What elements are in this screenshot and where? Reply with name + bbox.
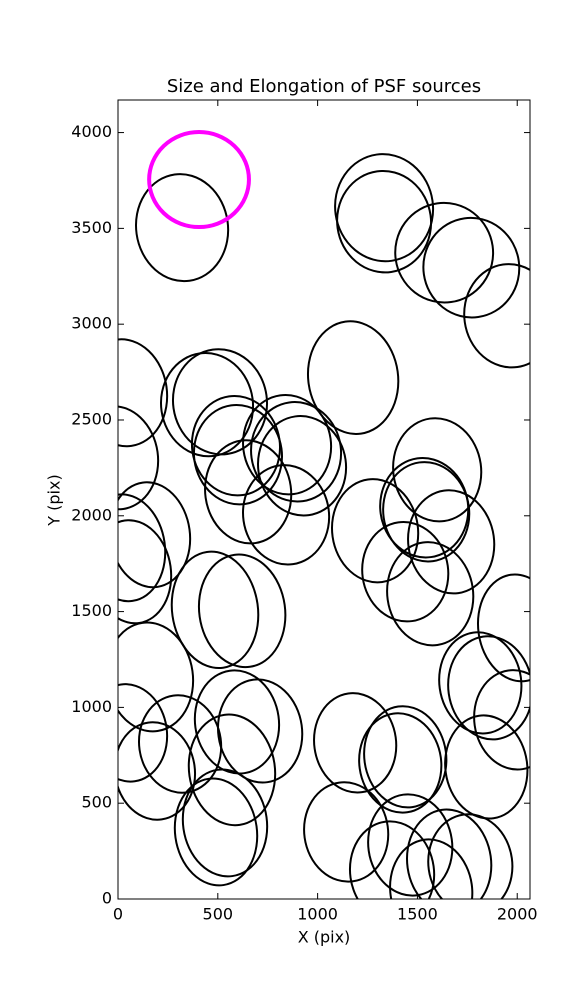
x-tick-label: 500 xyxy=(203,905,234,924)
plot-frame xyxy=(117,99,531,900)
psf-ellipse xyxy=(303,781,390,883)
psf-ellipse xyxy=(197,553,287,669)
psf-ellipse xyxy=(473,669,530,771)
psf-ellipse xyxy=(118,721,197,821)
psf-ellipse xyxy=(250,401,343,503)
y-tick-label: 2000 xyxy=(71,505,112,524)
psf-ellipse xyxy=(447,635,530,741)
y-axis-label: Y (pix) xyxy=(45,474,64,526)
psf-ellipse xyxy=(389,838,474,899)
psf-ellipse xyxy=(476,573,530,683)
chart-title: Size and Elongation of PSF sources xyxy=(167,76,481,97)
y-tick-label: 1500 xyxy=(71,601,112,620)
psf-ellipse xyxy=(427,813,514,899)
psf-ellipse xyxy=(438,631,523,735)
y-tick-label: 0 xyxy=(102,889,112,908)
psf-ellipse xyxy=(394,201,495,304)
psf-ellipse xyxy=(118,481,192,589)
x-axis-label: X (pix) xyxy=(298,928,351,947)
psf-ellipse xyxy=(192,403,284,506)
x-tick-label: 1500 xyxy=(397,905,438,924)
psf-ellipse xyxy=(386,541,475,647)
psf-ellipse xyxy=(118,338,169,448)
psf-ellipse xyxy=(306,320,400,435)
psf-ellipse xyxy=(173,777,259,887)
plot-area xyxy=(118,129,530,899)
psf-ellipse xyxy=(216,678,304,784)
psf-ellipse xyxy=(171,348,269,456)
psf-ellipse xyxy=(118,621,195,733)
psf-ellipse xyxy=(444,714,529,820)
psf-ellipse xyxy=(348,820,436,899)
psf-ellipse xyxy=(406,808,493,899)
y-tick-label: 500 xyxy=(81,793,112,812)
psf-ellipse xyxy=(147,129,251,230)
psf-ellipse xyxy=(135,173,230,283)
y-tick-label: 2500 xyxy=(71,409,112,428)
psf-ellipse xyxy=(118,683,169,783)
psf-ellipse xyxy=(193,669,281,775)
x-tick-label: 0 xyxy=(113,905,123,924)
psf-ellipse xyxy=(181,768,269,878)
y-tick-label: 1000 xyxy=(71,697,112,716)
psf-ellipse xyxy=(313,692,398,794)
psf-ellipse xyxy=(336,169,433,274)
psf-ellipse xyxy=(361,521,450,623)
psf-ellipse xyxy=(334,153,435,263)
psf-ellipse xyxy=(463,263,530,369)
y-tick-label: 3500 xyxy=(71,218,112,237)
psf-ellipse xyxy=(118,493,167,603)
psf-ellipse xyxy=(204,439,293,545)
psf-ellipse xyxy=(118,405,160,511)
psf-ellipse xyxy=(358,712,443,814)
psf-ellipse xyxy=(392,417,483,523)
psf-ellipse xyxy=(187,713,277,827)
x-tick-label: 2000 xyxy=(497,905,538,924)
y-tick-label: 3000 xyxy=(71,314,112,333)
x-tick-label: 1000 xyxy=(297,905,338,924)
psf-ellipse xyxy=(170,550,260,670)
psf-ellipse xyxy=(242,464,331,566)
psf-ellipse xyxy=(242,393,333,496)
psf-ellipse xyxy=(382,461,471,563)
y-tick-label: 4000 xyxy=(71,122,112,141)
psf-ellipse xyxy=(422,216,521,319)
psf-ellipse xyxy=(257,415,348,517)
